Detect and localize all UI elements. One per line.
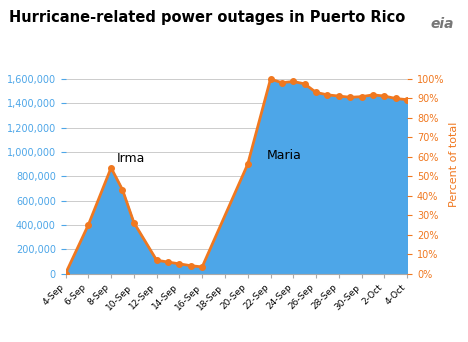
Text: Irma: Irma bbox=[117, 153, 145, 166]
Text: Hurricane-related power outages in Puerto Rico: Hurricane-related power outages in Puert… bbox=[9, 10, 406, 25]
Text: Maria: Maria bbox=[267, 149, 302, 162]
Y-axis label: Percent of total: Percent of total bbox=[448, 121, 459, 207]
Text: eia: eia bbox=[431, 17, 454, 31]
Y-axis label: Number of customers: Number of customers bbox=[0, 104, 2, 225]
